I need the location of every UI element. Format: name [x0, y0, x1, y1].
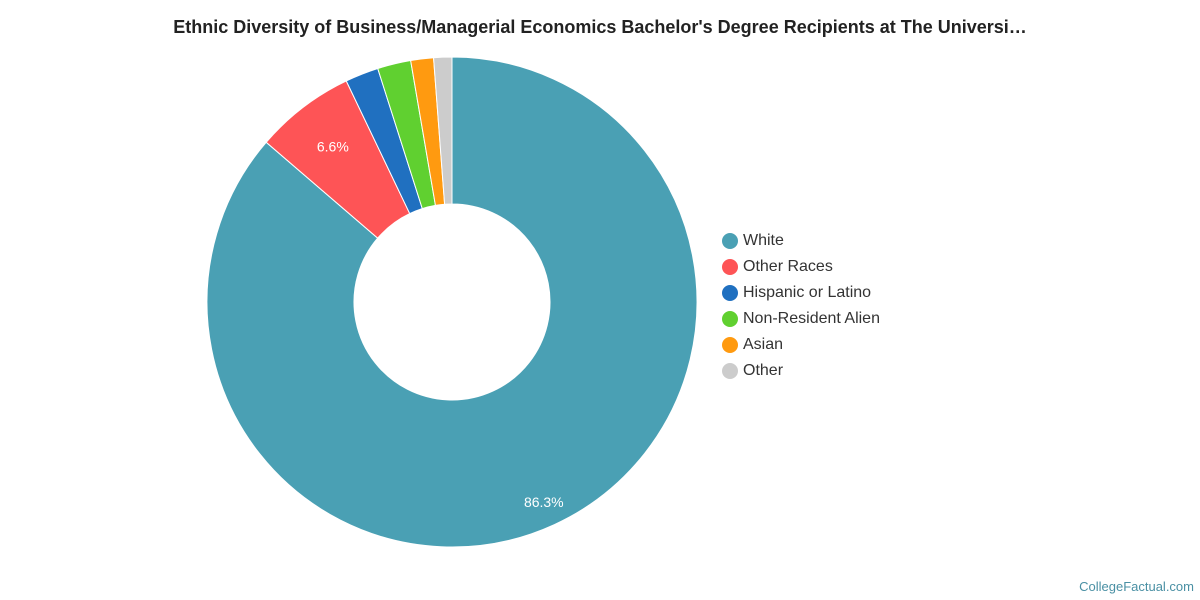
legend-item[interactable]: Other Races: [722, 254, 880, 280]
legend-label: Hispanic or Latino: [743, 284, 872, 301]
legend-dot-icon: [722, 285, 738, 301]
legend-label: Other Races: [743, 258, 833, 275]
legend-label: Non-Resident Alien: [743, 310, 880, 327]
legend-item[interactable]: Asian: [722, 332, 880, 358]
legend-dot-icon: [722, 233, 738, 249]
legend-label: White: [743, 232, 784, 249]
legend-item[interactable]: Non-Resident Alien: [722, 306, 880, 332]
legend-label: Other: [743, 362, 784, 379]
legend-dot-icon: [722, 311, 738, 327]
legend-item[interactable]: White: [722, 228, 880, 254]
legend-label: Asian: [743, 336, 784, 353]
legend-dot-icon: [722, 363, 738, 379]
pie-slice-white[interactable]: [206, 56, 698, 548]
source-credit[interactable]: CollegeFactual.com: [1079, 579, 1194, 594]
legend-item[interactable]: Hispanic or Latino: [722, 280, 880, 306]
slice-data-label: 86.3%: [524, 494, 564, 510]
slice-data-label: 6.6%: [317, 138, 349, 154]
legend-dot-icon: [722, 337, 738, 353]
pie-slice-other[interactable]: [433, 56, 453, 205]
legend-item[interactable]: Other: [722, 358, 880, 384]
chart-title: Ethnic Diversity of Business/Managerial …: [173, 17, 1027, 37]
legend: White Other Races Hispanic or Latino Non-Re…: [722, 228, 880, 384]
legend-dot-icon: [722, 259, 738, 275]
